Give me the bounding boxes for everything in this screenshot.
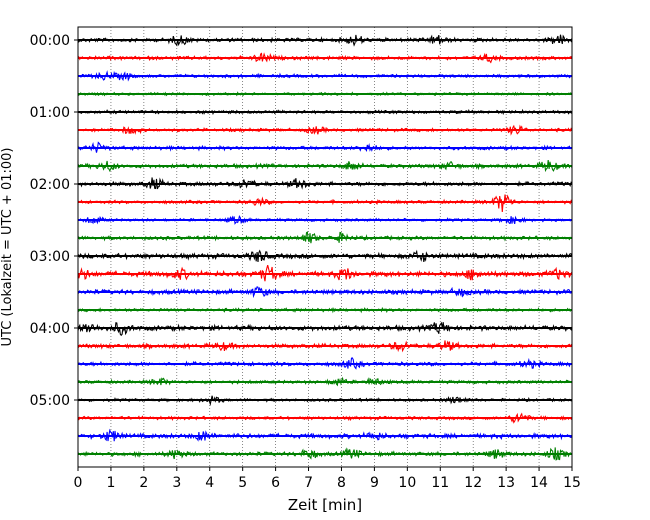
y-axis: 00:00 01:00 02:00 03:00 04:00 05:00 [30,33,78,409]
y-tick-label: 05:00 [30,393,70,409]
x-axis-label: Zeit [min] [288,496,362,514]
y-tick-label: 04:00 [30,321,70,337]
x-tick-label: 9 [370,475,379,491]
grid [110,27,540,467]
x-tick-label: 14 [530,475,548,491]
x-tick-label: 8 [337,475,346,491]
x-tick-label: 0 [74,475,83,491]
y-tick-label: 02:00 [30,177,70,193]
x-tick-label: 15 [563,475,581,491]
y-axis-label: UTC (Lokalzeit = UTC + 01:00) [0,148,15,347]
x-tick-label: 11 [431,475,449,491]
traces [77,34,573,461]
x-tick-label: 7 [304,475,313,491]
x-tick-label: 10 [398,475,416,491]
plot-frame [77,26,573,468]
x-tick-label: 1 [106,475,115,491]
x-tick-label: 6 [271,475,280,491]
x-tick-label: 5 [238,475,247,491]
x-tick-label: 12 [464,475,482,491]
x-tick-label: 4 [205,475,214,491]
x-axis: 0 1 2 3 4 5 6 7 8 9 10 11 12 13 14 15 [74,467,581,491]
x-tick-label: 3 [172,475,181,491]
y-tick-label: 01:00 [30,105,70,121]
x-tick-label: 2 [139,475,148,491]
y-tick-label: 00:00 [30,33,70,49]
x-tick-label: 13 [497,475,515,491]
y-tick-label: 03:00 [30,249,70,265]
